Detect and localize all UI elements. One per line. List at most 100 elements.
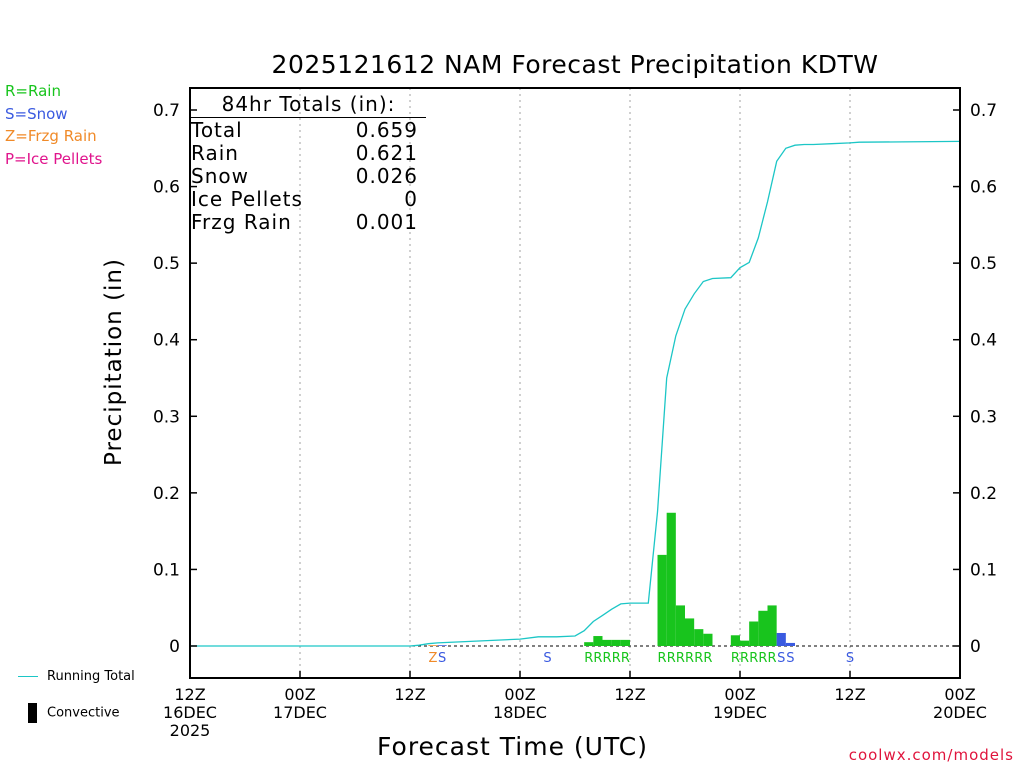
x-tick-label: 16DEC — [163, 703, 217, 722]
precip-bar — [602, 639, 612, 646]
x-tick-label: 12Z — [614, 685, 645, 704]
ptype-label: R — [740, 651, 749, 666]
legend-running-total-label: Running Total — [47, 669, 135, 684]
precip-bar — [740, 640, 750, 646]
ptype-label: S — [777, 651, 785, 666]
totals-value: 0 — [404, 187, 418, 211]
y-tick-label-right: 0.1 — [970, 560, 997, 580]
precip-bar — [428, 645, 438, 646]
y-tick-label-left: 0.6 — [153, 178, 180, 198]
running-total-line-icon — [18, 676, 38, 677]
totals-header: 84hr Totals (in): — [191, 92, 426, 118]
y-tick-label-right: 0.4 — [970, 331, 997, 351]
y-tick-label-left: 0.3 — [153, 407, 180, 427]
totals-value: 0.001 — [355, 210, 418, 234]
legend-snow: S=Snow — [5, 105, 68, 123]
legend-convective-label: Convective — [47, 705, 120, 721]
precip-bar — [611, 639, 621, 646]
x-tick-label: 19DEC — [713, 703, 767, 722]
ptype-label: R — [584, 651, 593, 666]
x-tick-label: 00Z — [504, 685, 535, 704]
ptype-label: R — [758, 651, 767, 666]
totals-label: Ice Pellets — [191, 187, 303, 211]
precip-bar — [694, 629, 704, 646]
x-tick-label: 17DEC — [273, 703, 327, 722]
chart-title: 2025121612 NAM Forecast Precipitation KD… — [271, 50, 879, 79]
y-tick-label-left: 0.4 — [153, 331, 180, 351]
legend-rain: R=Rain — [5, 82, 61, 100]
precip-bar — [620, 639, 630, 646]
precip-bar — [685, 618, 695, 646]
x-tick-label: 00Z — [284, 685, 315, 704]
totals-value: 0.026 — [355, 164, 418, 188]
totals-label: Frzg Rain — [191, 210, 292, 234]
precip-bar — [730, 635, 740, 646]
totals-row: Total 0.659 — [191, 119, 426, 142]
x-tick-label: 12Z — [174, 685, 205, 704]
ptype-label: R — [603, 651, 612, 666]
ptype-label: R — [667, 651, 676, 666]
x-tick-label: 00Z — [944, 685, 975, 704]
legend-ice-pellets: P=Ice Pellets — [5, 150, 103, 168]
x-tick-label: 12Z — [394, 685, 425, 704]
legend-running-total: Running Total — [18, 669, 135, 684]
ptype-label: R — [676, 651, 685, 666]
legend-freezing-rain: Z=Frzg Rain — [5, 127, 97, 145]
ptype-label: R — [612, 651, 621, 666]
ptype-label: R — [749, 651, 758, 666]
y-tick-label-left: 0.5 — [153, 254, 180, 274]
precip-bar — [758, 610, 768, 646]
x-tick-label: 2025 — [170, 721, 211, 740]
ptype-label: Z — [428, 651, 437, 666]
totals-row: Rain 0.621 — [191, 142, 426, 165]
credit-link[interactable]: coolwx.com/models — [848, 746, 1014, 764]
precip-bar — [657, 554, 667, 646]
y-tick-label-left: 0.7 — [153, 101, 180, 121]
totals-box: 84hr Totals (in): Total 0.659 Rain 0.621… — [191, 92, 426, 234]
y-tick-label-left: 0.2 — [153, 484, 180, 504]
ptype-label: S — [846, 651, 854, 666]
ptype-label: S — [786, 651, 794, 666]
x-tick-label: 18DEC — [493, 703, 547, 722]
y-tick-label-right: 0.7 — [970, 101, 997, 121]
x-tick-label: 00Z — [724, 685, 755, 704]
y-tick-label-right: 0.5 — [970, 254, 997, 274]
y-tick-label-right: 0.2 — [970, 484, 997, 504]
totals-label: Rain — [191, 141, 239, 165]
ptype-label: R — [694, 651, 703, 666]
ptype-label: R — [593, 651, 602, 666]
ptype-label: R — [703, 651, 712, 666]
convective-swatch-icon — [28, 703, 37, 723]
ptype-label: R — [768, 651, 777, 666]
x-tick-label: 12Z — [834, 685, 865, 704]
plot-frame — [189, 87, 961, 679]
precip-bar — [767, 605, 777, 646]
totals-label: Snow — [191, 164, 249, 188]
precip-bar — [776, 632, 786, 646]
legend-convective: Convective — [18, 703, 120, 723]
precip-bar — [675, 605, 685, 646]
x-axis-label: Forecast Time (UTC) — [377, 732, 648, 761]
precip-bar — [437, 645, 447, 646]
precip-bar — [666, 512, 676, 646]
running-total-line — [190, 140, 961, 647]
y-tick-label-right: 0.3 — [970, 407, 997, 427]
y-tick-label-right: 0.6 — [970, 178, 997, 198]
precip-bar — [584, 642, 594, 646]
totals-label: Total — [191, 118, 243, 142]
y-tick-label-left: 0.1 — [153, 560, 180, 580]
precip-bar — [785, 642, 795, 646]
totals-value: 0.621 — [355, 141, 418, 165]
totals-row: Frzg Rain 0.001 — [191, 211, 426, 234]
ptype-label: S — [438, 651, 446, 666]
totals-value: 0.659 — [355, 118, 418, 142]
ptype-label: R — [658, 651, 667, 666]
totals-row: Ice Pellets 0 — [191, 188, 426, 211]
precip-bar — [593, 636, 603, 646]
ptype-label: R — [685, 651, 694, 666]
totals-row: Snow 0.026 — [191, 165, 426, 188]
precip-bar — [703, 633, 713, 646]
x-tick-label: 20DEC — [933, 703, 987, 722]
y-tick-label-right: 0 — [970, 637, 981, 657]
